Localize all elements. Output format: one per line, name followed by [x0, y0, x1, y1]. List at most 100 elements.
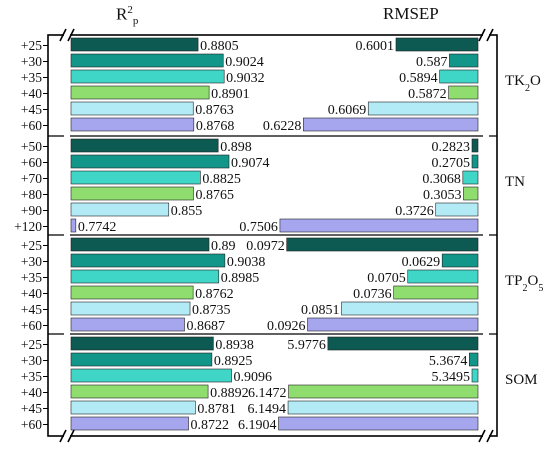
category-label: +40 [21, 286, 42, 301]
category-label: +60 [21, 417, 42, 432]
r2-bar [70, 69, 225, 84]
rmsep-value-label: 5.3495 [432, 370, 471, 385]
category-label: +40 [21, 86, 42, 101]
category-label: +30 [21, 353, 42, 368]
r2-value-label: 0.9038 [227, 255, 266, 270]
rmsep-value-label: 0.0705 [367, 271, 406, 286]
r2-bar [70, 301, 191, 316]
r2-bar [70, 186, 194, 201]
r2-value-label: 0.8901 [211, 87, 250, 102]
rmsep-value-label: 0.5872 [408, 87, 447, 102]
rmsep-bar [463, 186, 479, 201]
rmsep-bar [462, 170, 479, 185]
rmsep-value-label: 0.6228 [263, 119, 302, 134]
rmsep-value-label: 0.7506 [239, 220, 278, 235]
r2-bar [70, 37, 199, 52]
r2-bar [70, 400, 196, 415]
r2-value-label: 0.8765 [195, 188, 234, 203]
r2-bar [70, 218, 77, 233]
rmsep-value-label: 0.0926 [267, 319, 306, 334]
rmsep-value-label: 0.0736 [353, 287, 392, 302]
rmsep-value-label: 0.3726 [395, 204, 434, 219]
r2-bar [70, 138, 219, 153]
category-label: +50 [21, 139, 42, 154]
r2-value-label: 0.8925 [214, 354, 253, 369]
category-label: +30 [21, 54, 42, 69]
rmsep-bar [327, 336, 479, 351]
category-label: +30 [21, 254, 42, 269]
r2-value-label: 0.7742 [78, 220, 117, 235]
rmsep-column-header: RMSEP [383, 4, 439, 23]
r2-value-label: 0.8768 [196, 119, 235, 134]
rmsep-value-label: 0.2705 [432, 156, 471, 171]
rmsep-bar [286, 237, 479, 252]
category-label: +60 [21, 318, 42, 333]
r2-column-header: R2p [116, 4, 139, 28]
category-label: +35 [21, 70, 42, 85]
r2-value-label: 0.8687 [187, 319, 226, 334]
rmsep-bar [279, 218, 479, 233]
rmsep-bar [448, 85, 479, 100]
r2-value-label: 0.8722 [191, 418, 230, 433]
r2-value-label: 0.8762 [195, 287, 234, 302]
rmsep-value-label: 0.6069 [328, 103, 367, 118]
r2-bar [70, 170, 201, 185]
right-axis-break-mark [478, 28, 486, 42]
rmsep-bar [287, 400, 479, 415]
r2-bar [70, 317, 185, 332]
rmsep-value-label: 0.2823 [432, 140, 471, 155]
rmsep-bar [393, 285, 479, 300]
rmsep-bar [303, 117, 479, 132]
r2-bar [70, 117, 195, 132]
right-axis-break-mark [478, 429, 486, 443]
r2-value-label: 0.9024 [225, 55, 264, 70]
group-label: TP2O5 [505, 273, 543, 294]
rmsep-bar [341, 301, 479, 316]
left-axis-break-mark [67, 429, 75, 443]
rmsep-bar [441, 253, 479, 268]
category-label: +60 [21, 118, 42, 133]
rmsep-bar [469, 352, 479, 367]
right-axis-break-gap [483, 27, 489, 444]
right-axis-break-mark [486, 429, 494, 443]
r2-bar [70, 269, 220, 284]
left-axis-break-mark [67, 28, 75, 42]
rmsep-bar [435, 202, 479, 217]
rmsep-bar [395, 37, 479, 52]
r2-bar [70, 253, 226, 268]
category-label: +45 [21, 302, 42, 317]
r2-value-label: 0.898 [220, 140, 252, 155]
r2-value-label: 0.8735 [192, 303, 231, 318]
rmsep-value-label: 0.0629 [402, 255, 441, 270]
rmsep-bar [288, 384, 479, 399]
category-label: +90 [21, 203, 42, 218]
rmsep-bar [307, 317, 479, 332]
r2-value-label: 0.855 [171, 204, 203, 219]
rmsep-value-label: 6.1472 [248, 386, 287, 401]
r2-value-label: 0.9032 [226, 71, 265, 86]
r2-bar [70, 237, 210, 252]
r2-bar [70, 416, 189, 431]
r2-value-label: 0.89 [211, 239, 236, 254]
group-label: TN [505, 174, 525, 190]
r2-bar [70, 154, 230, 169]
left-axis-break-mark [59, 28, 67, 42]
category-label: +35 [21, 369, 42, 384]
rmsep-value-label: 0.0851 [301, 303, 340, 318]
rmsep-bar [471, 138, 479, 153]
rmsep-value-label: 6.1494 [248, 402, 287, 417]
rmsep-bar [367, 101, 479, 116]
category-label: +60 [21, 155, 42, 170]
category-label: +25 [21, 337, 42, 352]
r2-value-label: 0.8892 [210, 386, 249, 401]
right-axis-break-mark [486, 28, 494, 42]
rmsep-value-label: 5.3674 [429, 354, 468, 369]
r2-value-label: 0.8781 [197, 402, 236, 417]
rmsep-bar [407, 269, 479, 284]
r2-value-label: 0.8825 [202, 172, 241, 187]
r2-bar [70, 285, 194, 300]
r2-value-label: 0.8985 [221, 271, 260, 286]
r2-bar [70, 384, 209, 399]
